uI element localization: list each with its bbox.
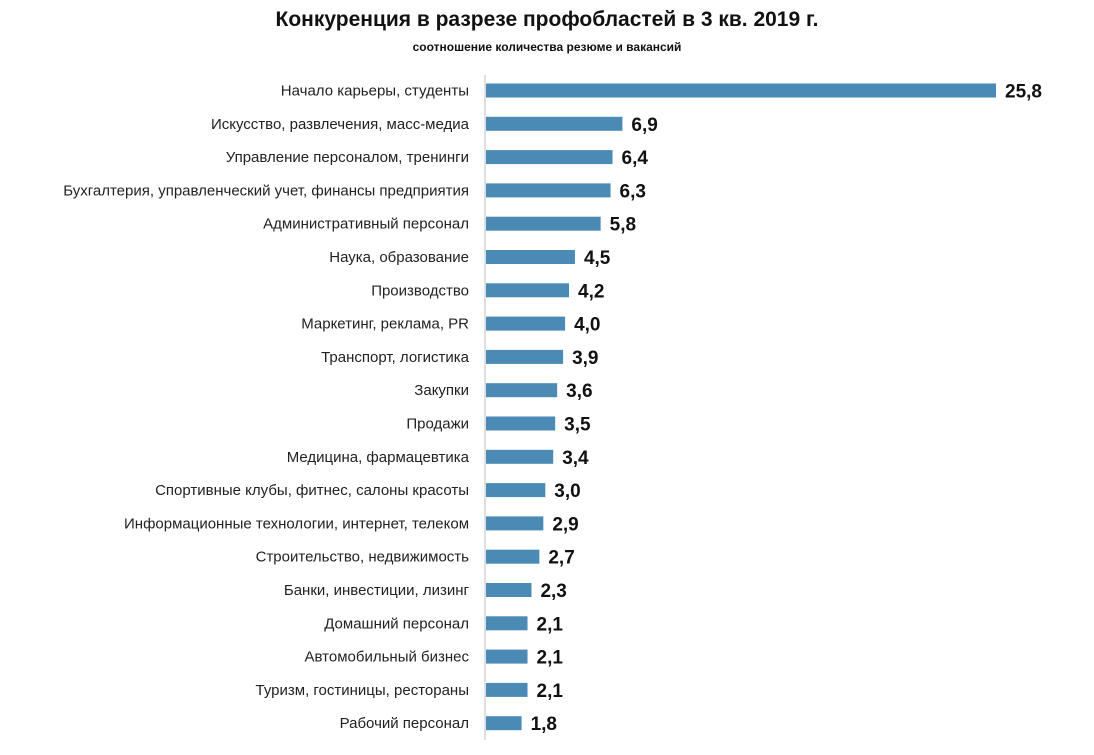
value-label: 2,3 [540,581,566,602]
bar [486,150,613,165]
chart-subtitle: соотношение количества резюме и вакансий [412,40,682,54]
value-label: 4,5 [584,248,611,269]
value-label: 2,1 [537,681,564,702]
chart-title: Конкуренция в разрезе профобластей в 3 к… [275,8,819,31]
value-label: 3,6 [566,381,592,402]
bar [486,616,528,631]
category-label: Производство [371,282,469,299]
value-label: 3,4 [562,448,589,469]
category-label: Банки, инвестиции, лизинг [284,582,470,599]
value-label: 3,5 [564,415,591,436]
category-label: Автомобильный бизнес [305,649,470,666]
value-label: 6,4 [622,148,649,169]
bar [486,716,522,731]
category-label: Наука, образование [329,249,469,266]
value-label: 5,8 [610,215,636,236]
value-label: 6,3 [620,181,646,202]
category-label: Домашний персонал [324,615,469,632]
value-label: 2,7 [548,548,574,569]
bar [486,483,546,498]
category-label: Транспорт, логистика [321,349,470,366]
bar [486,116,623,131]
category-label: Информационные технологии, интернет, тел… [124,515,469,532]
value-label: 25,8 [1005,82,1042,103]
category-label: Медицина, фармацевтика [287,449,470,466]
bar [486,583,532,597]
value-label: 3,9 [572,348,598,369]
category-label: Начало карьеры, студенты [281,83,469,100]
category-label: Продажи [406,416,469,433]
category-label: Управление персоналом, тренинги [226,149,469,166]
bar [486,250,575,264]
value-label: 2,1 [537,614,564,635]
bar [486,682,528,697]
category-label: Туризм, гостиницы, рестораны [256,682,469,699]
category-label: Бухгалтерия, управленческий учет, финанс… [63,182,469,199]
bar [486,349,564,364]
category-label: Административный персонал [263,216,469,233]
bar [486,649,528,664]
value-label: 3,0 [554,481,580,502]
category-label: Строительство, недвижимость [256,549,470,566]
category-label: Искусство, развлечения, масс-медиа [211,116,470,133]
category-label: Рабочий персонал [340,715,469,732]
value-label: 4,2 [578,281,604,302]
bar [486,416,556,431]
bar [486,449,554,464]
value-label: 4,0 [574,315,600,336]
bar [486,283,570,298]
bar [486,383,558,398]
bar [486,83,996,98]
category-label: Спортивные клубы, фитнес, салоны красоты [155,482,469,499]
category-label: Маркетинг, реклама, PR [301,316,469,333]
bar [486,516,544,531]
bar [486,183,611,198]
bar [486,316,566,331]
bar [486,549,540,564]
value-label: 6,9 [631,115,657,136]
category-label: Закупки [414,382,469,399]
value-label: 2,9 [552,514,578,535]
bar [486,216,601,231]
value-label: 2,1 [537,648,564,669]
value-label: 1,8 [531,714,557,735]
